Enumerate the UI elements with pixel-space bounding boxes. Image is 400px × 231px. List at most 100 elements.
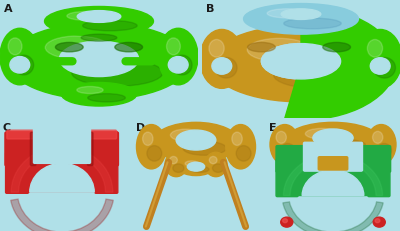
FancyBboxPatch shape [361,146,391,172]
Wedge shape [11,147,113,192]
Ellipse shape [226,125,256,169]
Text: A: A [4,3,12,14]
Ellipse shape [366,125,396,164]
Ellipse shape [14,55,34,75]
Ellipse shape [265,45,337,77]
FancyBboxPatch shape [88,132,93,166]
Ellipse shape [185,161,198,166]
FancyBboxPatch shape [30,132,36,166]
Circle shape [283,219,288,223]
Ellipse shape [370,58,390,74]
FancyBboxPatch shape [95,152,118,193]
Ellipse shape [305,128,338,139]
Ellipse shape [248,43,275,52]
Wedge shape [302,170,364,195]
Ellipse shape [56,43,83,52]
Ellipse shape [374,58,396,78]
Ellipse shape [305,153,313,159]
Ellipse shape [67,12,105,20]
Ellipse shape [301,150,322,170]
Ellipse shape [77,86,103,94]
Ellipse shape [281,9,321,19]
Ellipse shape [247,38,311,61]
Wedge shape [11,199,113,231]
Ellipse shape [183,141,226,155]
FancyBboxPatch shape [89,130,116,139]
Ellipse shape [348,153,356,159]
Ellipse shape [212,164,224,172]
Ellipse shape [173,164,184,172]
Ellipse shape [136,125,166,169]
Ellipse shape [166,38,180,55]
Ellipse shape [72,59,163,86]
Ellipse shape [280,143,295,158]
Ellipse shape [147,146,162,161]
Ellipse shape [236,146,251,161]
Ellipse shape [276,131,286,143]
FancyBboxPatch shape [276,159,298,197]
Ellipse shape [358,29,400,88]
FancyBboxPatch shape [34,126,90,163]
Ellipse shape [172,55,192,75]
Wedge shape [30,163,94,192]
Ellipse shape [313,129,353,147]
Ellipse shape [61,82,137,106]
Ellipse shape [115,43,142,52]
Ellipse shape [200,29,244,88]
Wedge shape [10,146,114,192]
Ellipse shape [8,38,22,55]
Ellipse shape [377,143,392,158]
FancyBboxPatch shape [6,152,28,193]
Text: D: D [136,123,146,134]
Ellipse shape [0,28,40,85]
FancyBboxPatch shape [5,132,36,166]
Ellipse shape [284,18,341,29]
Ellipse shape [270,125,300,164]
Ellipse shape [170,156,177,164]
Ellipse shape [88,94,125,102]
Ellipse shape [168,57,188,73]
Ellipse shape [244,3,358,34]
Ellipse shape [153,122,239,162]
Ellipse shape [209,156,217,164]
Text: C: C [2,123,11,134]
Ellipse shape [210,25,392,102]
Ellipse shape [308,160,319,167]
Ellipse shape [344,150,365,170]
Ellipse shape [190,166,209,173]
Wedge shape [282,153,384,195]
Ellipse shape [286,122,380,158]
Ellipse shape [83,21,137,31]
Ellipse shape [274,62,365,88]
Text: B: B [206,3,214,14]
Ellipse shape [81,34,117,41]
Ellipse shape [44,6,154,36]
FancyBboxPatch shape [318,157,348,170]
Text: E: E [269,123,276,134]
Ellipse shape [8,23,190,100]
Ellipse shape [262,44,341,79]
FancyBboxPatch shape [88,132,118,166]
Ellipse shape [158,28,198,85]
Ellipse shape [10,57,30,73]
Wedge shape [283,202,383,231]
Ellipse shape [165,152,187,177]
Ellipse shape [205,152,227,177]
FancyBboxPatch shape [7,130,34,139]
Ellipse shape [209,40,224,57]
Wedge shape [284,7,396,120]
Ellipse shape [267,9,307,18]
Ellipse shape [262,44,341,79]
FancyBboxPatch shape [304,142,362,171]
Ellipse shape [170,129,201,141]
Ellipse shape [372,131,383,143]
FancyBboxPatch shape [276,146,306,172]
Ellipse shape [77,11,121,22]
Ellipse shape [59,41,139,77]
Ellipse shape [232,132,242,145]
Ellipse shape [187,162,205,171]
Circle shape [281,217,293,227]
Ellipse shape [177,158,214,176]
Ellipse shape [142,132,153,145]
Ellipse shape [351,160,362,167]
